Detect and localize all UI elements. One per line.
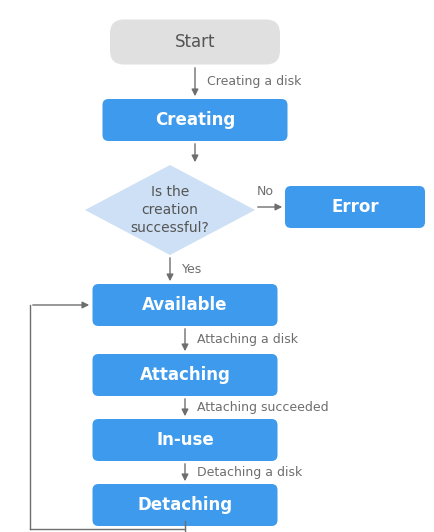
Text: Is the
creation
successful?: Is the creation successful?: [131, 185, 209, 235]
Polygon shape: [85, 165, 255, 255]
Text: Detaching: Detaching: [138, 496, 233, 514]
FancyBboxPatch shape: [102, 99, 287, 141]
FancyBboxPatch shape: [92, 354, 277, 396]
FancyBboxPatch shape: [110, 20, 280, 64]
Text: Yes: Yes: [182, 263, 202, 276]
Text: Detaching a disk: Detaching a disk: [197, 466, 302, 479]
FancyBboxPatch shape: [92, 484, 277, 526]
Text: Creating: Creating: [155, 111, 235, 129]
FancyBboxPatch shape: [92, 284, 277, 326]
Text: Attaching: Attaching: [140, 366, 230, 384]
Text: Creating a disk: Creating a disk: [207, 76, 301, 88]
Text: Attaching a disk: Attaching a disk: [197, 334, 298, 346]
Text: No: No: [256, 185, 273, 198]
Text: Start: Start: [175, 33, 215, 51]
Text: Error: Error: [331, 198, 379, 216]
Text: Available: Available: [142, 296, 228, 314]
Text: Attaching succeeded: Attaching succeeded: [197, 401, 329, 414]
Text: In-use: In-use: [156, 431, 214, 449]
FancyBboxPatch shape: [92, 419, 277, 461]
FancyBboxPatch shape: [285, 186, 425, 228]
